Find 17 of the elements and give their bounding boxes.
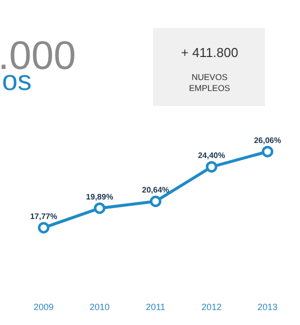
text: + 411.800 [181, 45, 238, 60]
x-tick-label: 2010 [90, 302, 110, 312]
data-label: 24,40% [198, 151, 226, 160]
point [150, 196, 162, 208]
data-label: 20,64% [142, 186, 170, 195]
point [206, 161, 218, 173]
data-label: 17,77% [30, 212, 58, 222]
text: NUEVOS EMPLEOS [189, 72, 230, 94]
x-tick-label: 2009 [34, 302, 54, 312]
x-tick-label: 2013 [258, 302, 278, 312]
x-tick-label: 2012 [202, 302, 222, 312]
point [262, 146, 274, 158]
data-label: 19,89% [86, 192, 114, 202]
data-label: 26,06% [254, 136, 282, 145]
x-tick-label: 2011 [146, 302, 166, 312]
point [38, 222, 50, 234]
point [94, 202, 106, 214]
